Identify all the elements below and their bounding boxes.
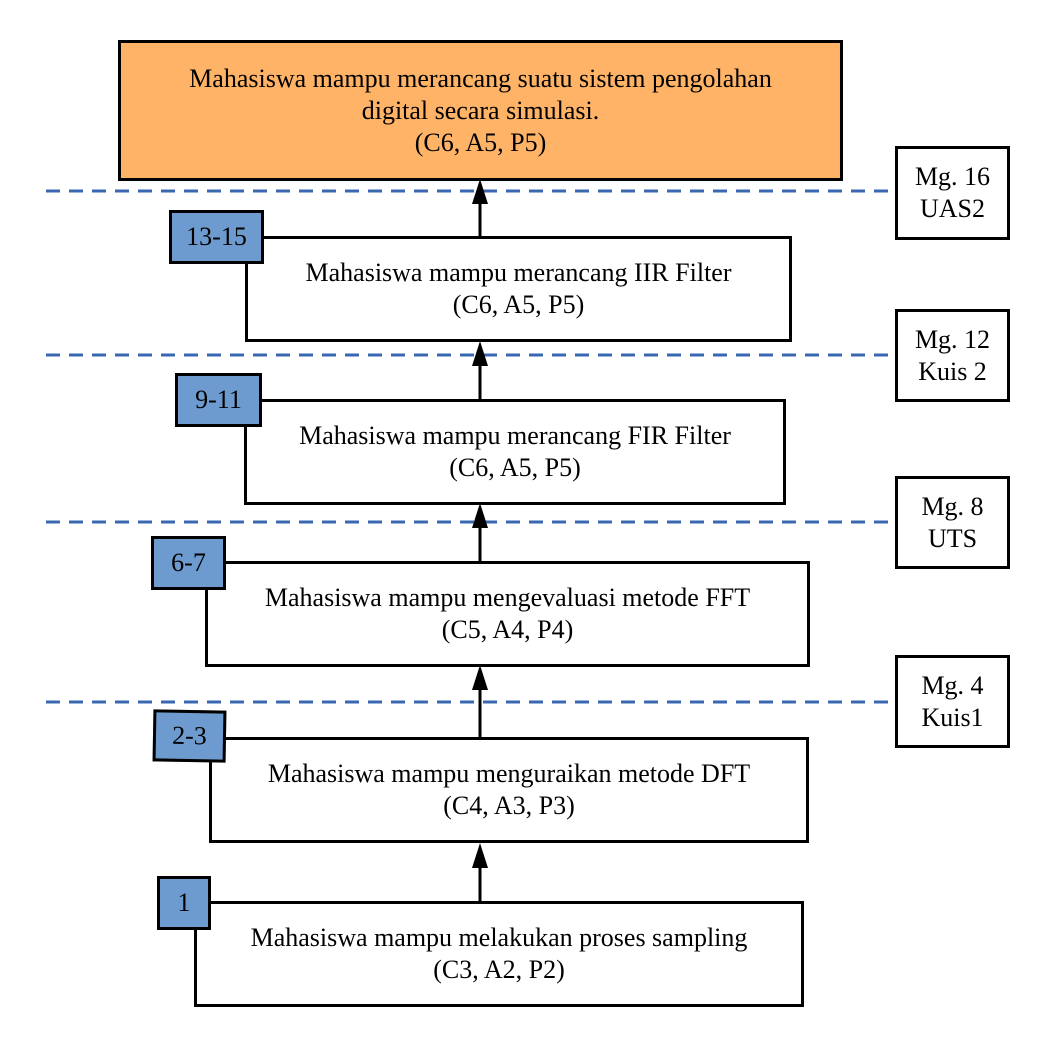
milestone-label: Kuis 2 — [918, 356, 987, 386]
arrow-fir-to-iir — [472, 341, 488, 400]
step-codes: (C3, A2, P2) — [433, 955, 565, 984]
step-box-iir: Mahasiswa mampu merancang IIR Filter (C6… — [245, 236, 792, 342]
goal-box: Mahasiswa mampu merancang suatu sistem p… — [118, 40, 843, 181]
step-codes: (C4, A3, P3) — [443, 791, 575, 820]
goal-line2: digital secara simulasi. — [361, 95, 600, 125]
week-badge-6-7: 6-7 — [151, 536, 226, 590]
milestone-week12: Mg. 12 Kuis 2 — [895, 309, 1010, 402]
week-badge-13-15: 13-15 — [169, 210, 264, 264]
step-text: Mahasiswa mampu merancang FIR Filter — [299, 421, 731, 450]
milestone-week: Mg. 8 — [921, 491, 984, 521]
step-text: Mahasiswa mampu mengevaluasi metode FFT — [264, 583, 751, 612]
step-text: Mahasiswa mampu melakukan proses samplin… — [250, 923, 748, 952]
step-text: Mahasiswa mampu menguraikan metode DFT — [267, 759, 751, 788]
milestone-label: Kuis1 — [921, 702, 984, 732]
milestone-week: Mg. 12 — [914, 324, 991, 354]
milestone-label: UTS — [927, 523, 978, 553]
arrow-sampling-to-dft — [472, 843, 488, 902]
week-badge-1: 1 — [157, 876, 211, 930]
step-box-fir: Mahasiswa mampu merancang FIR Filter (C6… — [244, 399, 786, 505]
step-box-sampling: Mahasiswa mampu melakukan proses samplin… — [194, 901, 804, 1007]
milestone-week16: Mg. 16 UAS2 — [895, 146, 1010, 240]
milestone-week8: Mg. 8 UTS — [895, 476, 1010, 569]
step-text: Mahasiswa mampu merancang IIR Filter — [305, 258, 732, 287]
step-codes: (C5, A4, P4) — [441, 615, 574, 644]
goal-line1: Mahasiswa mampu merancang suatu sistem p… — [189, 63, 772, 93]
step-codes: (C6, A5, P5) — [449, 453, 581, 482]
arrow-iir-to-goal — [472, 179, 488, 237]
milestone-week4: Mg. 4 Kuis1 — [895, 655, 1010, 748]
goal-codes: (C6, A5, P5) — [414, 127, 547, 157]
week-badge-2-3: 2-3 — [152, 709, 227, 763]
week-badge-9-11: 9-11 — [175, 373, 262, 427]
milestone-week: Mg. 16 — [914, 162, 991, 191]
arrow-fft-to-fir — [472, 503, 488, 562]
step-box-dft: Mahasiswa mampu menguraikan metode DFT (… — [209, 737, 809, 843]
milestone-label: UAS2 — [919, 194, 985, 223]
milestone-week: Mg. 4 — [921, 670, 984, 700]
arrow-dft-to-fft — [472, 665, 488, 738]
step-box-fft: Mahasiswa mampu mengevaluasi metode FFT … — [205, 561, 810, 667]
step-codes: (C6, A5, P5) — [452, 290, 585, 319]
